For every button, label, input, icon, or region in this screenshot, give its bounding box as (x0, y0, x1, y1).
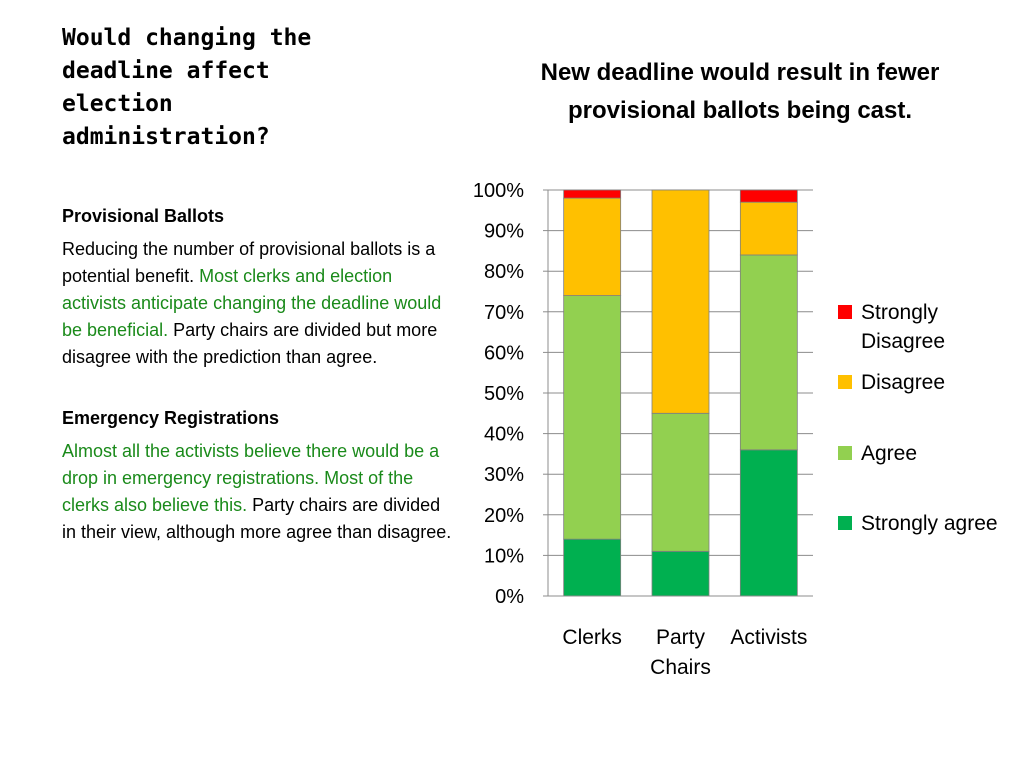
legend-swatch-strongly-agree (838, 516, 852, 530)
chart-title: New deadline would result in fewer provi… (540, 59, 940, 124)
y-tick-label: 70% (484, 302, 524, 324)
bar-agree-clerks (563, 295, 622, 540)
y-tick-label: 90% (484, 221, 524, 243)
y-tick-label: 80% (484, 261, 524, 283)
bar-strongly-disagree-clerks (563, 189, 622, 199)
emergency-text-1: Almost all the activists believe there w… (62, 441, 440, 515)
x-category-label: Party Chairs (650, 626, 711, 679)
y-tick-label: 40% (484, 424, 524, 446)
legend-label-agree: Agree (861, 442, 918, 465)
y-tick-label: 0% (495, 586, 524, 608)
bar-agree-party-chairs (651, 412, 710, 552)
provisional-text-2: Most clerks and election activists antic… (62, 266, 442, 340)
y-tick-label: 30% (484, 464, 524, 486)
x-category-label: Activists (730, 626, 807, 649)
provisional-text-3: Party chairs are divided but more disagr… (62, 320, 438, 367)
bar-strongly-agree-clerks (563, 538, 622, 597)
legend-item-agree: Agree (838, 439, 1018, 468)
legend-label-disagree: Disagree (861, 371, 946, 394)
legend-item-strongly-disagree: Strongly Disagree (838, 298, 1018, 356)
provisional-heading: Provisional Ballots (62, 206, 225, 226)
legend-item-strongly-agree: Strongly agree (838, 509, 1018, 538)
legend-item-disagree: Disagree (838, 368, 1018, 397)
left-text-panel: Provisional Ballots Reducing the number … (62, 203, 452, 546)
bar-disagree-clerks (563, 197, 622, 296)
bar-disagree-party-chairs (651, 189, 710, 414)
legend-swatch-strongly-disagree (838, 305, 852, 319)
y-tick-label: 20% (484, 505, 524, 527)
x-category-label: Clerks (562, 626, 622, 649)
bar-strongly-agree-party-chairs (651, 550, 710, 597)
emergency-text-2: Party chairs are divided in their view, … (62, 495, 452, 542)
y-tick-label: 10% (484, 545, 524, 567)
provisional-paragraph: Reducing the number of provisional ballo… (62, 236, 452, 371)
y-tick-label: 60% (484, 342, 524, 364)
legend-label-strongly-disagree: Strongly Disagree (861, 301, 946, 353)
legend-swatch-disagree (838, 375, 852, 389)
legend-swatch-agree (838, 446, 852, 460)
slide-title: Would changing the deadline affect elect… (62, 25, 312, 150)
y-tick-label: 50% (484, 383, 524, 405)
stacked-bar-chart: 0% 10% 20% 30% 40% 50% 60% 70% 80% 90% 100% Clerks P… (473, 180, 813, 679)
bar-agree-activists (739, 254, 798, 451)
bar-strongly-disagree-activists (739, 189, 798, 203)
emergency-paragraph: Almost all the activists believe there w… (62, 438, 452, 546)
emergency-heading: Emergency Registrations (62, 408, 280, 428)
bar-strongly-agree-activists (739, 449, 798, 597)
legend-label-strongly-agree: Strongly agree (861, 512, 998, 535)
provisional-text-1: Reducing the number of provisional ballo… (62, 239, 436, 286)
y-tick-label: 100% (473, 180, 524, 202)
bar-disagree-activists (739, 201, 798, 256)
